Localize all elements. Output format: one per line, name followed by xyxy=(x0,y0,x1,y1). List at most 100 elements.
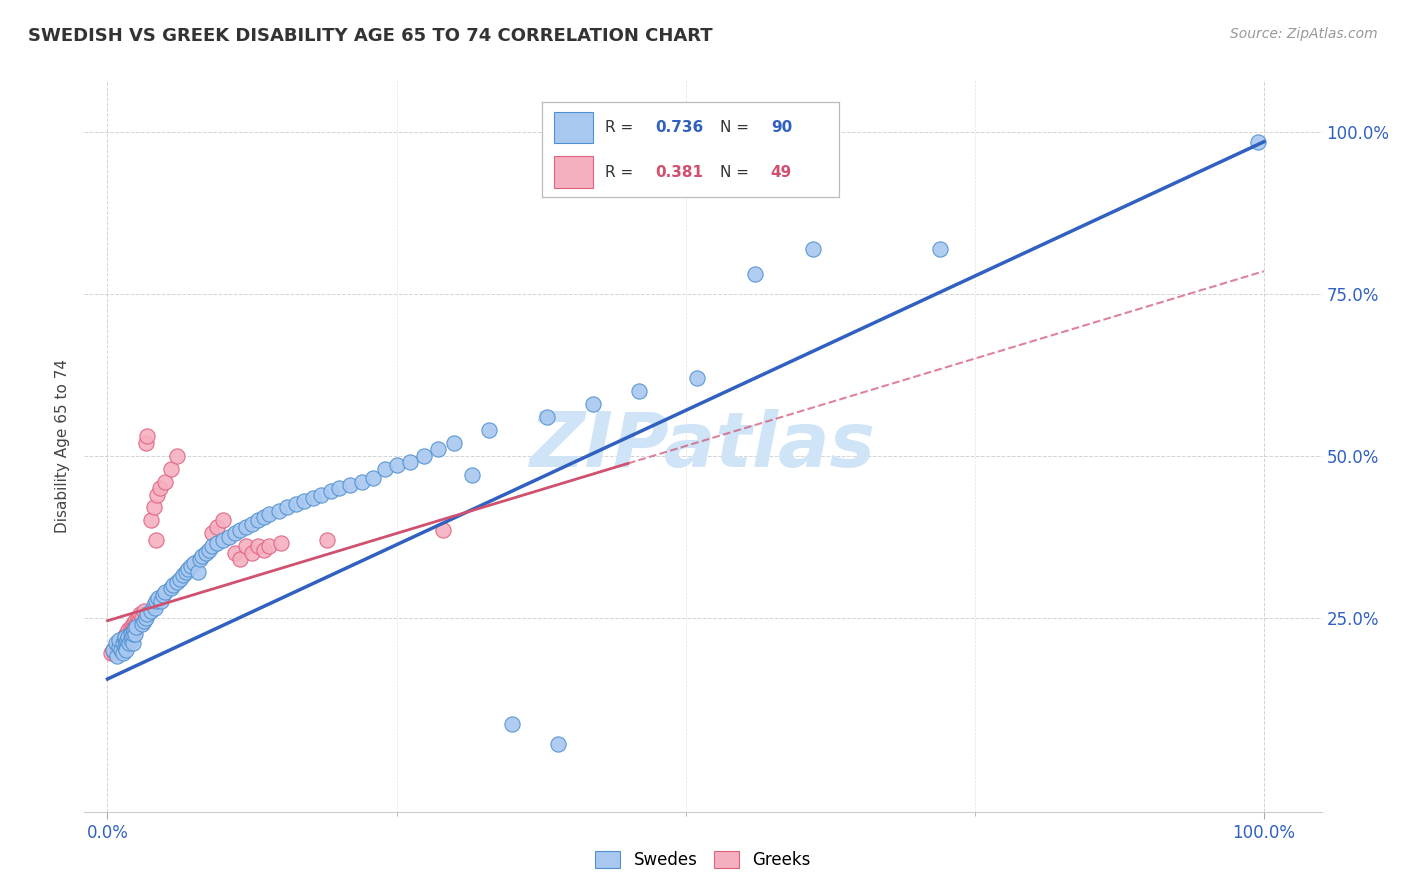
Point xyxy=(134,604,156,618)
Point xyxy=(191,549,214,563)
Point xyxy=(285,497,308,511)
Text: SWEDISH VS GREEK DISABILITY AGE 65 TO 74 CORRELATION CHART: SWEDISH VS GREEK DISABILITY AGE 65 TO 74… xyxy=(28,27,713,45)
Point xyxy=(292,494,315,508)
Point xyxy=(399,455,422,469)
Point xyxy=(142,598,165,612)
Point xyxy=(141,513,163,527)
Point xyxy=(114,633,136,648)
Point xyxy=(110,643,132,657)
Point xyxy=(135,610,157,624)
Point xyxy=(218,530,240,544)
Point xyxy=(118,636,141,650)
Point xyxy=(246,539,269,553)
Point xyxy=(432,523,454,537)
Point xyxy=(180,558,202,573)
Point xyxy=(108,633,131,648)
Point xyxy=(122,626,145,640)
Point xyxy=(121,630,143,644)
Point xyxy=(117,630,139,644)
Point xyxy=(339,478,361,492)
Point xyxy=(240,546,263,560)
Point xyxy=(270,536,292,550)
Point xyxy=(319,484,342,499)
Point xyxy=(259,539,281,553)
Point xyxy=(108,640,131,654)
Point xyxy=(224,546,246,560)
Point xyxy=(112,630,135,644)
Point xyxy=(103,643,125,657)
Point xyxy=(374,461,396,475)
Point xyxy=(160,461,183,475)
Point xyxy=(316,533,339,547)
Point xyxy=(135,607,157,622)
Point xyxy=(117,624,139,638)
Point xyxy=(128,607,150,622)
Point xyxy=(207,520,229,534)
Point xyxy=(143,600,166,615)
Point xyxy=(240,516,263,531)
Point xyxy=(1247,135,1270,149)
Point xyxy=(145,594,167,608)
Point xyxy=(628,384,651,398)
Point xyxy=(146,487,169,501)
Point xyxy=(252,542,274,557)
Point xyxy=(302,491,325,505)
Point xyxy=(224,526,246,541)
Point xyxy=(212,533,235,547)
Point xyxy=(350,475,373,489)
Point xyxy=(177,562,200,576)
Point xyxy=(131,610,153,624)
Point xyxy=(148,591,170,606)
Point xyxy=(108,640,131,654)
Point xyxy=(200,526,222,541)
Legend: Swedes, Greeks: Swedes, Greeks xyxy=(595,851,811,869)
Point xyxy=(110,643,132,657)
Point xyxy=(229,523,252,537)
Point xyxy=(267,504,290,518)
Point xyxy=(582,397,605,411)
Point xyxy=(100,646,122,660)
Point xyxy=(115,643,138,657)
Point xyxy=(160,582,183,596)
Point xyxy=(929,242,952,256)
Point xyxy=(174,566,197,580)
Point xyxy=(104,636,127,650)
Point xyxy=(111,633,134,648)
Point xyxy=(194,546,217,560)
Point xyxy=(122,620,145,634)
Point xyxy=(115,626,138,640)
Point xyxy=(135,435,157,450)
Point xyxy=(128,614,150,628)
Point xyxy=(413,449,436,463)
Point xyxy=(125,617,148,632)
Point xyxy=(127,610,149,624)
Point xyxy=(148,481,170,495)
Point xyxy=(141,604,163,618)
Point xyxy=(187,566,209,580)
Point xyxy=(328,481,350,495)
Point xyxy=(212,513,235,527)
Point xyxy=(111,646,134,660)
Point xyxy=(111,636,134,650)
Point xyxy=(259,507,281,521)
Point xyxy=(162,578,184,592)
Point xyxy=(427,442,450,457)
Point xyxy=(142,500,165,515)
Point xyxy=(114,640,136,654)
Point xyxy=(252,510,274,524)
Point xyxy=(131,617,153,632)
Point xyxy=(385,458,408,473)
Point xyxy=(115,636,138,650)
Text: ZIPatlas: ZIPatlas xyxy=(530,409,876,483)
Point xyxy=(145,533,167,547)
Text: Source: ZipAtlas.com: Source: ZipAtlas.com xyxy=(1230,27,1378,41)
Point xyxy=(155,475,177,489)
Point xyxy=(686,371,709,385)
Point xyxy=(104,640,127,654)
Point xyxy=(276,500,298,515)
Point xyxy=(120,633,142,648)
Point xyxy=(114,630,136,644)
Point xyxy=(235,520,257,534)
Point xyxy=(120,626,142,640)
Point xyxy=(478,423,501,437)
